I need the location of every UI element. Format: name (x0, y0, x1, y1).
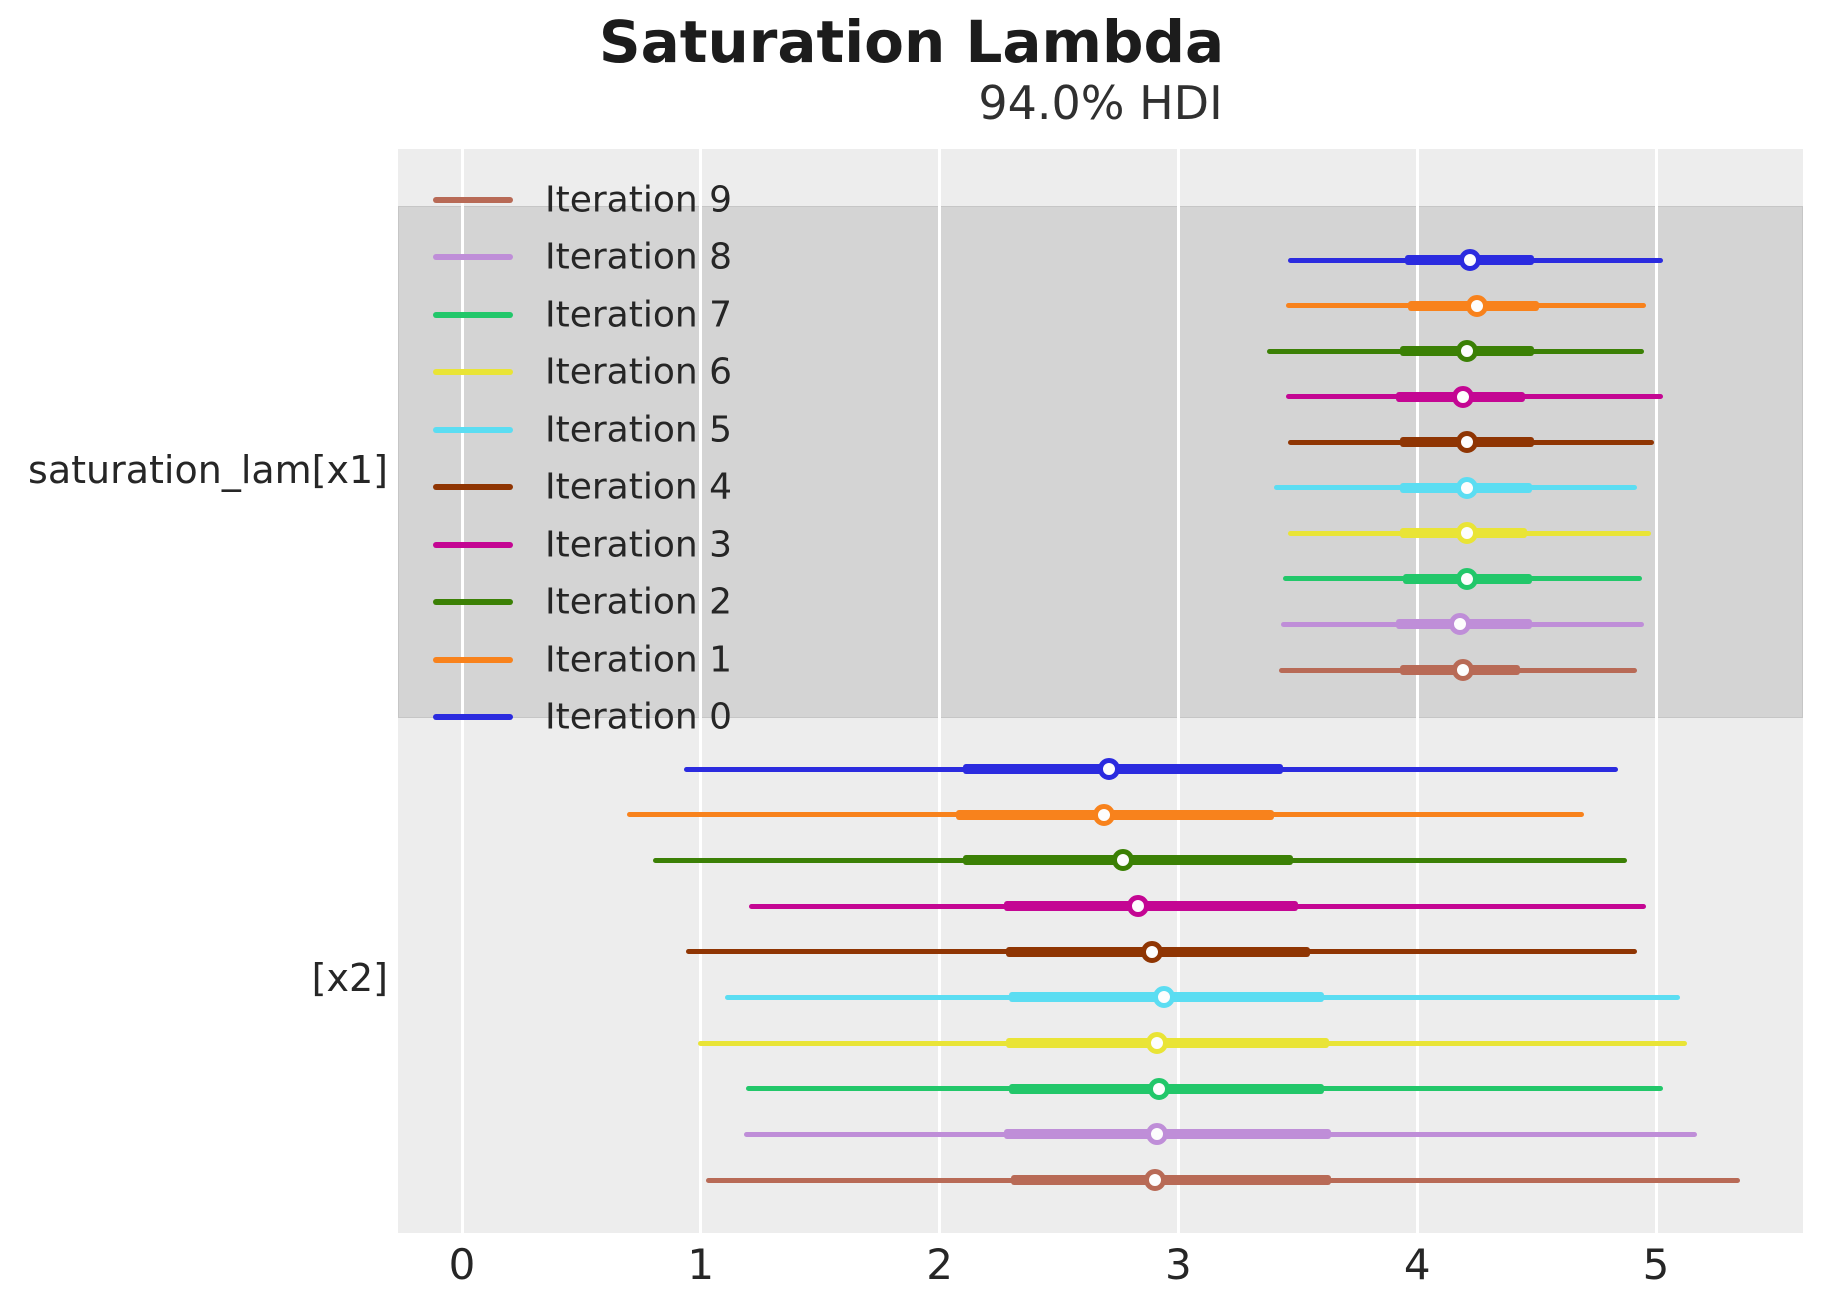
legend-label: Iteration 4 (545, 466, 733, 508)
legend-swatch-icon (433, 426, 513, 433)
median-dot (1141, 940, 1164, 963)
x-tick-label-0: 0 (448, 1240, 476, 1289)
gridline-3 (1176, 149, 1180, 1233)
gridline-2 (938, 149, 942, 1233)
median-dot (1458, 249, 1481, 271)
quartile-line (1004, 901, 1298, 911)
gridline-1 (699, 149, 703, 1233)
gridline-4 (1415, 149, 1419, 1233)
median-dot (1148, 1077, 1171, 1100)
legend-label: Iteration 3 (545, 524, 733, 566)
median-dot (1145, 1123, 1168, 1146)
x-tick-label-1: 1 (687, 1240, 715, 1289)
quartile-line (956, 809, 1274, 820)
median-dot (1145, 1032, 1168, 1055)
quartile-line (963, 764, 1284, 774)
median-dot (1465, 294, 1488, 317)
legend-label: Iteration 5 (545, 409, 733, 451)
y-axis-label-x2: [x2] (311, 956, 388, 1000)
y-axis-label-x1: saturation_lam[x1] (28, 448, 388, 492)
legend-label: Iteration 1 (545, 639, 733, 681)
legend-swatch-icon (433, 656, 513, 663)
legend-swatch-icon (433, 254, 513, 261)
median-dot (1143, 1169, 1166, 1192)
legend-swatch-icon (433, 541, 513, 548)
legend-label: Iteration 7 (545, 294, 733, 336)
legend-swatch-icon (433, 599, 513, 606)
legend-swatch-icon (433, 484, 513, 491)
median-dot (1456, 340, 1479, 363)
legend-label: Iteration 0 (545, 696, 733, 738)
median-dot (1112, 849, 1135, 872)
gridline-5 (1654, 149, 1658, 1233)
median-dot (1456, 567, 1479, 590)
median-dot (1093, 803, 1116, 826)
median-dot (1456, 522, 1479, 545)
median-dot (1456, 476, 1479, 499)
median-dot (1126, 895, 1149, 917)
median-dot (1451, 385, 1474, 408)
x-tick-label-5: 5 (1642, 1240, 1670, 1289)
median-dot (1456, 431, 1479, 454)
legend-label: Iteration 9 (545, 179, 733, 221)
hdi-subtitle: 94.0% HDI (978, 76, 1223, 130)
legend-swatch-icon (433, 369, 513, 376)
quartile-line (1011, 1175, 1332, 1186)
x-tick-label-4: 4 (1403, 1240, 1431, 1289)
legend-label: Iteration 6 (545, 351, 733, 393)
legend-swatch-icon (433, 311, 513, 318)
gridline-0 (460, 149, 464, 1233)
legend-label: Iteration 2 (545, 581, 733, 623)
page-title: Saturation Lambda (598, 8, 1225, 76)
legend-label: Iteration 8 (545, 236, 733, 278)
x-tick-label-3: 3 (1165, 1240, 1192, 1289)
legend-swatch-icon (433, 713, 513, 720)
median-dot (1451, 659, 1474, 682)
median-dot (1098, 758, 1121, 780)
median-dot (1449, 613, 1472, 636)
median-dot (1153, 986, 1176, 1009)
legend-swatch-icon (433, 197, 513, 203)
x-tick-label-2: 2 (926, 1240, 953, 1289)
parameter-band-x1 (398, 206, 1803, 718)
plot-area (398, 149, 1803, 1233)
